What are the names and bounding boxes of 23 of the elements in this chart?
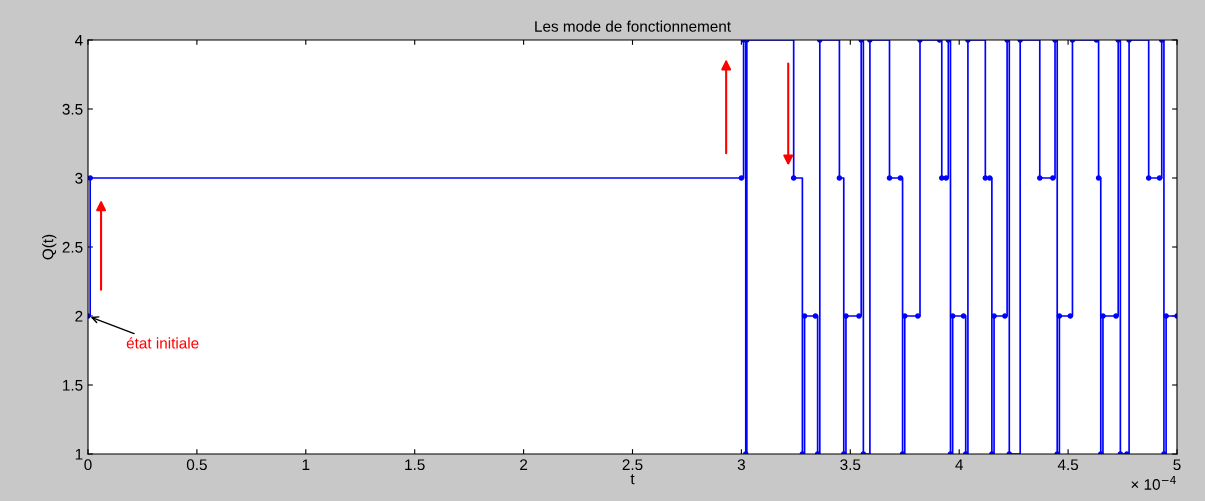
- annotation: état initiale: [126, 337, 199, 349]
- y-axis-title: Q(t): [42, 234, 57, 260]
- x-tick-label: 4: [955, 459, 963, 470]
- y-tick-label: 4: [74, 35, 83, 46]
- chart-title: Les mode de fonctionnement: [535, 20, 731, 32]
- y-tick-label: 1.5: [63, 380, 83, 391]
- y-tick-label: 2.5: [62, 241, 83, 253]
- x-tick-label: 1: [302, 459, 310, 470]
- x-tick-label: 2: [520, 459, 528, 470]
- x-tick-label: 4.5: [1057, 459, 1079, 471]
- y-tick-label: 3.5: [62, 103, 83, 115]
- x-tick-label: 3.5: [840, 459, 861, 471]
- text: × 10$^{−4}$: [1131, 476, 1176, 490]
- x-tick-label: 0.5: [186, 459, 207, 471]
- x-tick-label: 0: [84, 459, 92, 471]
- x-axis-title: t: [630, 474, 635, 485]
- y-tick-label: 1: [75, 449, 83, 460]
- x-tick-label: 1.5: [405, 459, 425, 471]
- x-tick-label: 5: [1173, 459, 1181, 471]
- x-tick-label: 3: [737, 459, 745, 471]
- y-tick-label: 3: [75, 172, 83, 184]
- x-tick-label: 2.5: [622, 459, 643, 471]
- y-tick-label: 2: [75, 310, 83, 322]
